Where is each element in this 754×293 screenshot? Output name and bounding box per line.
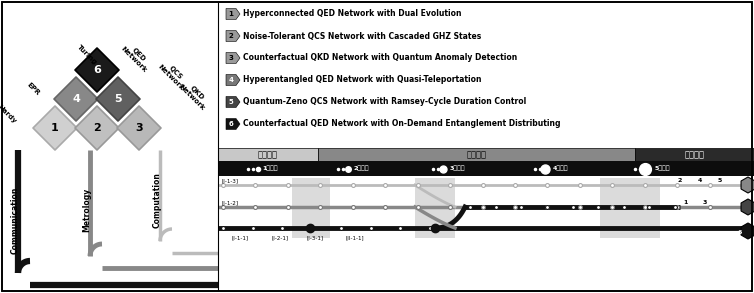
Text: 4: 4 <box>72 94 80 104</box>
Text: 6: 6 <box>228 121 234 127</box>
Text: 5차년도: 5차년도 <box>655 166 670 171</box>
Polygon shape <box>33 106 77 150</box>
Text: 4차년도: 4차년도 <box>553 166 569 171</box>
Text: 네트워크: 네트워크 <box>685 150 704 159</box>
Text: Quantum-Zeno QCS Network with Ramsey-Cycle Duration Control: Quantum-Zeno QCS Network with Ramsey-Cyc… <box>243 98 526 106</box>
Bar <box>635 148 754 161</box>
Text: 2차년도: 2차년도 <box>354 166 369 171</box>
Bar <box>218 161 754 176</box>
Text: [I-1-2]: [I-1-2] <box>222 200 239 205</box>
Polygon shape <box>54 77 98 121</box>
Text: Hardy: Hardy <box>0 104 17 125</box>
Text: 2: 2 <box>93 123 101 133</box>
Text: [I-2-1]: [I-2-1] <box>271 235 289 240</box>
Polygon shape <box>741 223 754 239</box>
Text: EPR: EPR <box>25 81 40 96</box>
Polygon shape <box>226 74 240 86</box>
Text: 4: 4 <box>697 178 702 183</box>
Text: QED
Network: QED Network <box>120 41 153 74</box>
Text: 2: 2 <box>228 33 234 39</box>
Text: Counterfactual QED Network with On-Demand Entanglement Distributing: Counterfactual QED Network with On-Deman… <box>243 120 560 129</box>
Text: Noise-Tolerant QCS Network with Cascaded GHZ States: Noise-Tolerant QCS Network with Cascaded… <box>243 32 481 40</box>
Text: Turing: Turing <box>76 44 98 66</box>
Polygon shape <box>226 8 240 20</box>
Text: 6: 6 <box>738 229 742 234</box>
Polygon shape <box>96 77 140 121</box>
Text: 6: 6 <box>93 65 101 75</box>
Bar <box>218 148 318 161</box>
Text: QKD
Network: QKD Network <box>178 79 211 112</box>
Text: Hyperconnected QED Network with Dual Evolution: Hyperconnected QED Network with Dual Evo… <box>243 9 461 18</box>
Bar <box>600 178 660 238</box>
Text: Computation: Computation <box>152 172 161 228</box>
Text: 2: 2 <box>678 178 682 183</box>
Text: [II-1-1]: [II-1-1] <box>345 235 364 240</box>
Text: Metrology: Metrology <box>82 188 91 232</box>
Text: QCS
Network: QCS Network <box>157 59 190 92</box>
Text: 5: 5 <box>114 94 122 104</box>
Polygon shape <box>226 118 240 130</box>
Text: Communication: Communication <box>11 186 20 254</box>
Polygon shape <box>117 106 161 150</box>
Text: [I-1-1]: [I-1-1] <box>231 235 249 240</box>
Text: 1: 1 <box>51 123 59 133</box>
Text: 요소기술: 요소기술 <box>467 150 486 159</box>
Bar <box>318 148 635 161</box>
Text: 3: 3 <box>703 200 707 205</box>
Bar <box>415 178 455 238</box>
Text: [I-3-1]: [I-3-1] <box>306 235 323 240</box>
Text: 3차년도: 3차년도 <box>449 166 465 171</box>
Text: 3: 3 <box>228 55 234 61</box>
Text: 3: 3 <box>135 123 143 133</box>
Bar <box>292 178 330 238</box>
Text: 5: 5 <box>228 99 234 105</box>
Text: 기초이론: 기초이론 <box>258 150 278 159</box>
Polygon shape <box>226 96 240 108</box>
Text: 1: 1 <box>683 200 687 205</box>
Text: Counterfactual QKD Network with Quantum Anomaly Detection: Counterfactual QKD Network with Quantum … <box>243 54 517 62</box>
Text: 1차년도: 1차년도 <box>262 166 278 171</box>
Text: 5: 5 <box>718 178 722 183</box>
Polygon shape <box>75 48 119 92</box>
Text: Hyperentangled QED Network with Quasi-Teleportation: Hyperentangled QED Network with Quasi-Te… <box>243 76 482 84</box>
Text: 1: 1 <box>228 11 234 17</box>
Polygon shape <box>741 177 754 193</box>
Text: [I-1-3]: [I-1-3] <box>222 178 239 183</box>
Polygon shape <box>741 199 754 215</box>
Polygon shape <box>75 106 119 150</box>
Text: 4: 4 <box>228 77 234 83</box>
Polygon shape <box>226 52 240 64</box>
Polygon shape <box>226 30 240 42</box>
